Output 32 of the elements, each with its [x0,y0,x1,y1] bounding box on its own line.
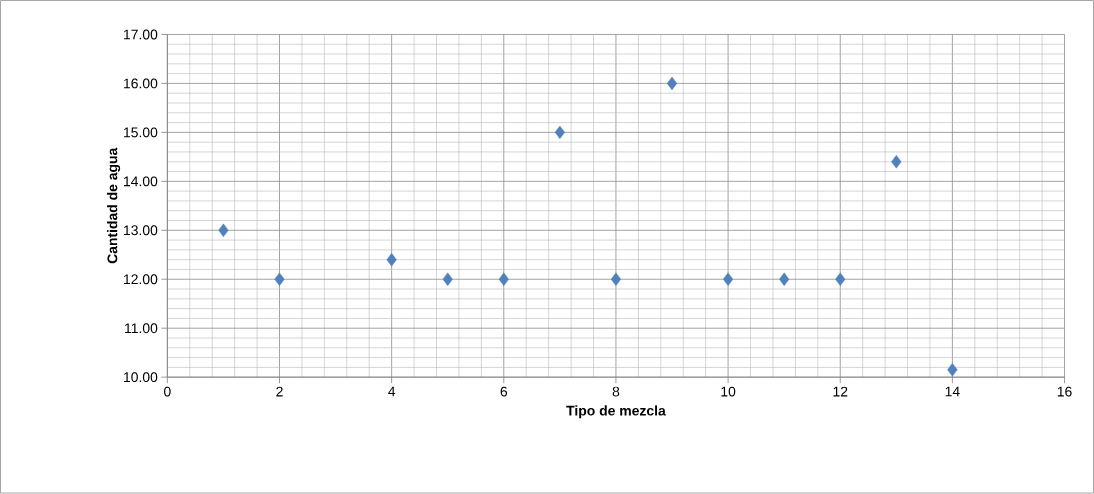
point [442,272,453,287]
point [554,125,565,140]
point [666,76,678,91]
point [218,223,229,238]
y-axis-title: Cantidad de agua [107,147,121,264]
y-tick-label: 13.00 [124,225,158,236]
x-tick-label: 16 [1057,386,1072,397]
point [891,155,902,169]
point [274,272,285,287]
x-tick-label: 4 [388,386,396,397]
point [779,272,790,287]
x-tick-label: 2 [276,386,283,397]
point [386,253,397,267]
x-axis-title: Tipo de mezcla [566,405,666,419]
point [610,272,622,287]
x-tick-label: 12 [833,386,848,397]
y-tick-label: 16.00 [124,78,158,89]
x-tick-label: 14 [945,386,960,397]
x-tick-label: 10 [721,386,736,397]
point [835,272,846,287]
point [498,272,509,287]
y-tick-label: 12.00 [124,274,158,285]
y-tick-label: 17.00 [124,29,158,40]
y-tick-label: 15.00 [124,127,158,138]
point [723,272,734,287]
x-tick-label: 6 [500,386,508,397]
point [947,363,958,377]
x-tick-label: 8 [612,386,620,397]
y-tick-label: 11.00 [125,323,158,334]
x-tick-label: 0 [164,386,171,397]
y-tick-label: 14.00 [124,176,158,187]
y-tick-label: 10.00 [124,372,158,383]
